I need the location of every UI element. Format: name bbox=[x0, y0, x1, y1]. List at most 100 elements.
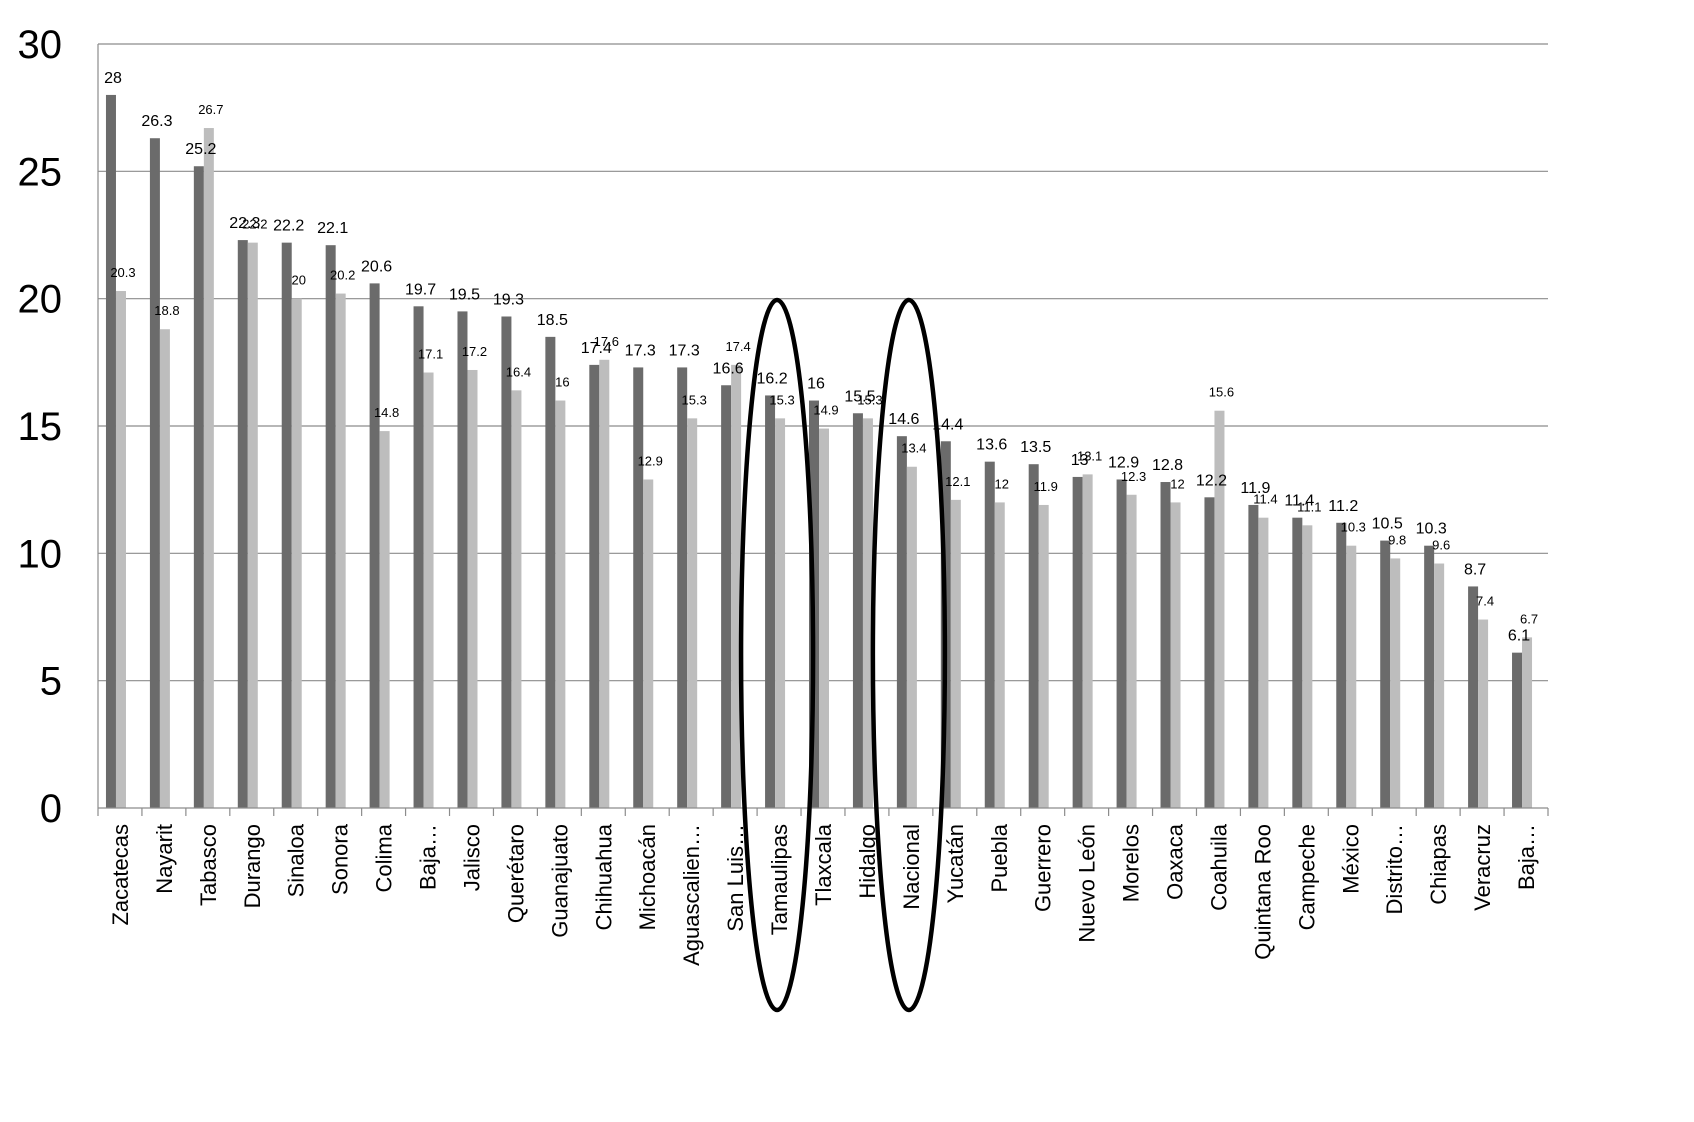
data-label-series-1: 11.2 bbox=[1328, 498, 1358, 515]
data-label-series-2: 9.8 bbox=[1388, 532, 1406, 547]
data-label-series-1: 10.3 bbox=[1416, 521, 1447, 538]
x-category-label: Michoacán bbox=[635, 824, 660, 930]
data-label-series-1: 11.4 bbox=[1284, 493, 1314, 510]
data-label-series-1: 14.6 bbox=[888, 411, 919, 428]
bar-series-1 bbox=[721, 385, 732, 808]
data-label-series-1: 8.7 bbox=[1464, 561, 1486, 578]
bar-series-2 bbox=[291, 298, 302, 808]
y-tick-label: 15 bbox=[18, 405, 63, 449]
bar-series-2 bbox=[1390, 558, 1401, 808]
bar-series-1 bbox=[281, 242, 292, 808]
data-label-series-1: 19.3 bbox=[493, 291, 524, 308]
bar-series-2 bbox=[467, 369, 478, 808]
data-label-series-2: 13.1 bbox=[1077, 448, 1102, 463]
x-category-label: Tlaxcala bbox=[811, 823, 836, 906]
data-label-series-2: 11.1 bbox=[1297, 499, 1321, 514]
data-label-series-2: 11.4 bbox=[1253, 492, 1277, 507]
data-label-series-2: 20.3 bbox=[110, 265, 135, 280]
bar-series-2 bbox=[906, 466, 917, 808]
bar-series-2 bbox=[203, 128, 214, 809]
bar-series-2 bbox=[1478, 619, 1489, 808]
data-label-series-1: 25.2 bbox=[185, 141, 216, 158]
data-label-series-1: 16.6 bbox=[713, 360, 744, 377]
bar-series-2 bbox=[819, 428, 829, 808]
x-category-label: Guerrero bbox=[1031, 824, 1056, 912]
bar-series-2 bbox=[950, 499, 961, 808]
x-category-label: Guanajuato bbox=[547, 824, 572, 938]
bar-series-2 bbox=[1214, 410, 1225, 808]
x-category-label: Baja… bbox=[416, 824, 441, 890]
data-label-series-2: 13.4 bbox=[901, 441, 926, 456]
x-category-label: Distrito… bbox=[1382, 824, 1407, 914]
x-category-label: Chiapas bbox=[1426, 824, 1451, 905]
x-category-label: Aguascalien… bbox=[679, 824, 704, 966]
data-label-series-2: 9.6 bbox=[1432, 538, 1450, 553]
bar-series-2 bbox=[1434, 563, 1445, 808]
bar-series-1 bbox=[1468, 586, 1479, 808]
bar-series-1 bbox=[413, 306, 424, 808]
y-tick-label: 20 bbox=[18, 278, 63, 322]
x-category-label: Yucatán bbox=[943, 824, 968, 904]
data-label-series-2: 12 bbox=[995, 476, 1009, 491]
bars bbox=[105, 94, 1533, 809]
bar-series-1 bbox=[105, 94, 116, 808]
data-label-series-2: 6.7 bbox=[1520, 611, 1538, 626]
bar-series-2 bbox=[247, 242, 258, 808]
x-category-label: Coahuila bbox=[1206, 823, 1231, 911]
bar-series-1 bbox=[589, 364, 600, 808]
data-label-series-1: 12.2 bbox=[1196, 472, 1227, 489]
data-label-series-1: 17.4 bbox=[581, 340, 612, 357]
bar-series-1 bbox=[633, 367, 644, 808]
data-label-series-1: 12.9 bbox=[1108, 454, 1139, 471]
bar-series-2 bbox=[643, 479, 654, 808]
data-label-series-1: 6.1 bbox=[1508, 628, 1530, 645]
bar-series-2 bbox=[1082, 474, 1093, 808]
x-category-label: Quintana Roo bbox=[1250, 824, 1275, 960]
data-label-series-2: 20 bbox=[291, 273, 305, 288]
bar-series-2 bbox=[1258, 517, 1269, 808]
y-tick-label: 25 bbox=[18, 150, 63, 194]
bar-series-1 bbox=[984, 461, 995, 808]
bar-series-2 bbox=[775, 418, 786, 808]
bar-series-2 bbox=[1522, 637, 1533, 808]
data-label-series-2: 26.7 bbox=[198, 102, 223, 117]
data-label-series-2: 12 bbox=[1170, 476, 1184, 491]
data-label-series-2: 7.4 bbox=[1476, 594, 1494, 609]
data-label-series-1: 20.6 bbox=[361, 258, 392, 275]
data-label-series-1: 13.6 bbox=[976, 437, 1007, 454]
x-category-label: Nayarit bbox=[152, 824, 177, 894]
bar-series-1 bbox=[1512, 652, 1523, 808]
data-label-series-2: 16.4 bbox=[506, 364, 531, 379]
data-label-series-2: 17.1 bbox=[418, 347, 443, 362]
bar-series-1 bbox=[545, 336, 556, 808]
data-label-series-2: 18.8 bbox=[154, 303, 179, 318]
data-label-series-2: 15.6 bbox=[1209, 385, 1234, 400]
data-label-series-1: 22.1 bbox=[317, 220, 348, 237]
x-category-label: Chihuahua bbox=[591, 823, 616, 930]
bar-series-1 bbox=[237, 240, 248, 809]
data-label-series-1: 18.5 bbox=[537, 312, 568, 329]
highlight-ellipses bbox=[738, 297, 948, 1013]
data-label-series-1: 13.5 bbox=[1020, 439, 1051, 456]
y-axis-ticks: 0 5 10 15 20 25 30 bbox=[18, 23, 63, 831]
x-category-label: Durango bbox=[240, 824, 265, 908]
x-category-label: Sonora bbox=[328, 823, 353, 895]
bar-series-2 bbox=[1346, 545, 1357, 808]
data-label-series-2: 17.2 bbox=[462, 344, 487, 359]
bar-series-1 bbox=[896, 436, 907, 808]
data-label-series-1: 14.4 bbox=[932, 416, 963, 433]
data-label-series-2: 16 bbox=[555, 375, 569, 390]
bar-series-1 bbox=[1160, 482, 1171, 808]
x-axis-ticks: Zacatecas Nayarit Tabasco Durango Sinaloa Son… bbox=[108, 823, 1539, 966]
bar-series-2 bbox=[335, 293, 346, 808]
bar-series-1 bbox=[193, 166, 204, 809]
bar-series-1 bbox=[1072, 476, 1083, 808]
bar-series-2 bbox=[862, 418, 873, 808]
data-label-series-2: 12.3 bbox=[1121, 469, 1146, 484]
data-label-series-2: 12.9 bbox=[638, 453, 663, 468]
data-label-series-1: 10.5 bbox=[1372, 516, 1403, 533]
data-label-series-1: 16 bbox=[807, 376, 825, 393]
data-label-series-2: 10.3 bbox=[1341, 520, 1366, 535]
